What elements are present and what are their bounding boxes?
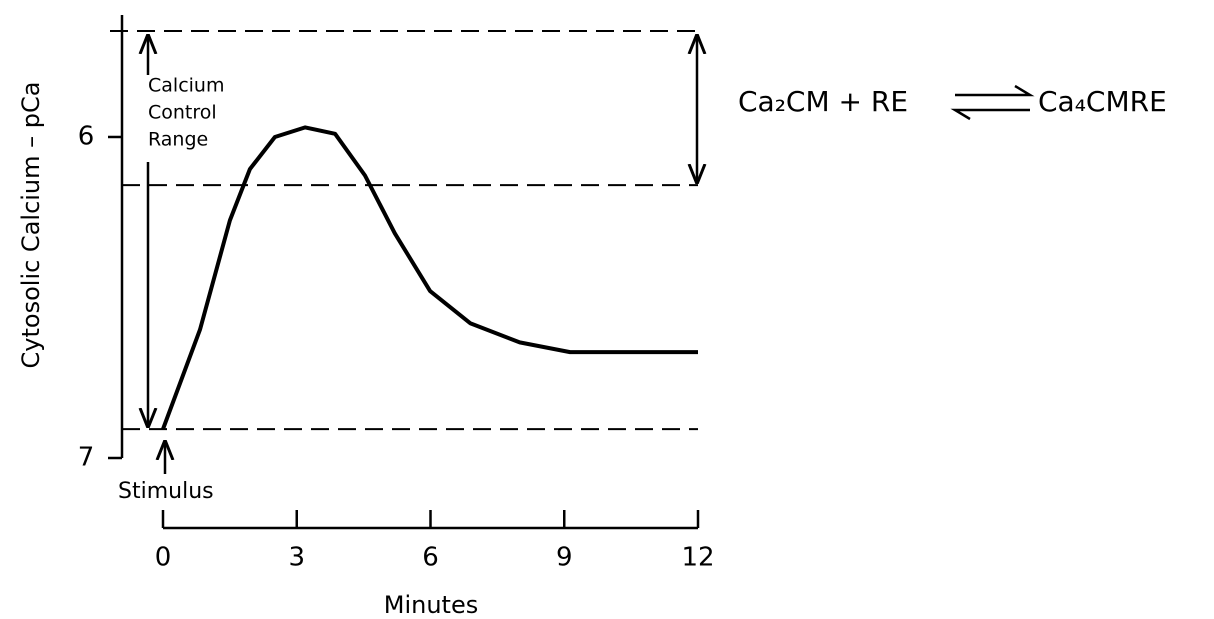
x-axis-label: Minutes [384,591,478,619]
x-tick-label: 9 [556,543,573,573]
equilibrium-arrow [955,84,1035,97]
x-tick-label: 6 [422,543,439,573]
y-axis-label: Cytosolic Calcium – pCa [17,82,45,369]
annotation: Calcium [148,75,224,97]
equilibrium-arrow [950,108,1030,121]
x-tick-label: 0 [155,543,172,573]
y-tick-label: 6 [78,121,95,151]
annotation: Control [148,102,217,124]
x-tick-label: 3 [288,543,305,573]
equation-left: Ca₂CM + RE [738,85,908,118]
annotation: Range [148,129,208,151]
equation-right: Ca₄CMRE [1038,85,1167,118]
y-tick-label: 7 [78,443,95,473]
data-line [161,125,698,430]
x-tick-label: 12 [681,543,714,573]
stimulus-label: Stimulus [118,479,214,504]
